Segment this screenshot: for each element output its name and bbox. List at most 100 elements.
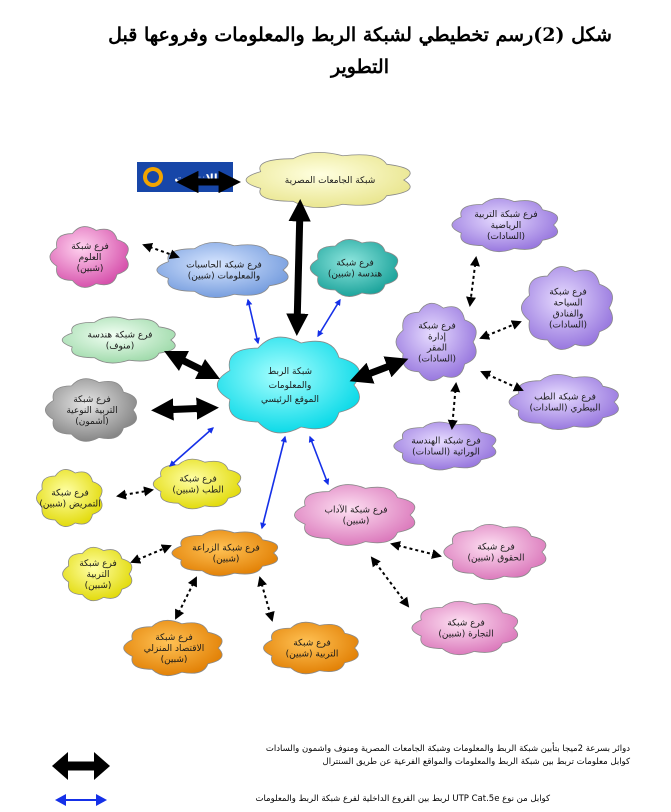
cloud-label: فرع شبكة الطب	[534, 393, 596, 403]
cloud-shape	[263, 621, 359, 675]
cloud-label: البيطري (السادات)	[530, 404, 601, 414]
link-arts-commerce	[370, 556, 410, 608]
cloud-shape	[294, 484, 416, 546]
cloud-label: فرع شبكة	[71, 242, 109, 252]
cloud-label: (شبين)	[77, 264, 104, 274]
cloud-label: (شبين)	[343, 517, 370, 527]
cloud-shape	[123, 619, 223, 677]
cloud-shape	[520, 266, 613, 350]
link-main-menouf	[163, 350, 221, 380]
internet-logo: الانترنت	[137, 162, 233, 192]
cloud-label: والمعلومات	[269, 381, 312, 391]
legend-blue-line: كوابل من نوع UTP Cat.5e لربط بين الفروع …	[255, 794, 550, 804]
link-main-medicine	[169, 427, 214, 467]
cloud-shape	[451, 197, 559, 253]
cloud-label: فرع شبكة	[336, 259, 374, 269]
cloud-label: التجارة (شبين)	[438, 630, 493, 640]
link-arts-law	[390, 541, 442, 559]
cloud-label: (السادات)	[549, 321, 587, 331]
cloud-label: التربية	[87, 570, 110, 580]
cloud-label: فرع شبكة الآداب	[324, 504, 387, 516]
cloud-label: (شبين)	[213, 555, 240, 565]
cloud-label: هندسة (شبين)	[328, 270, 383, 280]
link-agriculture-edu-shebin	[257, 576, 275, 622]
cloud-label: التمريض (شبين)	[39, 500, 100, 510]
cloud-label: والمعلومات (شبين)	[188, 272, 261, 282]
cloud-label: (السادات)	[418, 355, 456, 365]
cloud-label: فرع شبكة	[418, 322, 456, 332]
legend-black-arrow	[52, 752, 110, 780]
cloud-label: فرع شبكة	[79, 559, 117, 569]
link-main-sadat	[349, 356, 409, 384]
cloud-label: فرع شبكة	[549, 288, 587, 298]
cloud-egypt-uni: شبكة الجامعات المصرية	[245, 151, 411, 209]
page-title-line2: التطوير	[331, 56, 389, 78]
cloud-label: فرع شبكة	[73, 395, 111, 405]
cloud-label: فرع شبكة	[477, 543, 515, 553]
cloud-label: الوراثية (السادات)	[412, 448, 480, 458]
link-sadat-genetic	[447, 382, 461, 430]
cloud-label: التربية النوعية	[66, 406, 117, 416]
link-main-egypt-uni	[286, 199, 311, 336]
cloud-shape	[443, 523, 547, 581]
cloud-label: فرع شبكة الحاسبات	[186, 261, 262, 271]
cloud-label: (منوف)	[106, 342, 135, 352]
cloud-eng-menouf: فرع شبكة هندسة(منوف)	[61, 316, 176, 364]
cloud-label: الرياضية	[491, 221, 522, 231]
cloud-label: فرع شبكة	[179, 475, 217, 485]
cloud-label: فرع شبكة الهندسة	[411, 437, 481, 447]
link-main-agriculture	[260, 435, 287, 530]
cloud-label: التربية (شبين)	[286, 650, 339, 660]
cloud-agriculture: فرع شبكة الزراعة(شبين)	[171, 529, 279, 577]
legend-blue-arrow	[55, 794, 107, 806]
cloud-label: شبكة الربط	[268, 367, 312, 377]
cloud-main: شبكة الربط والمعلومات الموقع الرئيسي	[216, 336, 360, 434]
cloud-label: (شبين)	[161, 655, 188, 665]
cloud-shape	[156, 241, 289, 299]
cloud-shape	[171, 529, 279, 577]
link-main-arts	[308, 435, 330, 486]
link-computers-science	[142, 242, 180, 260]
cloud-label: (أشمون)	[75, 415, 109, 427]
cloud-label: فرع شبكة	[447, 619, 485, 629]
cloud-label: والفنادق	[553, 310, 584, 320]
legend	[52, 752, 110, 806]
cloud-arts: فرع شبكة الآداب(شبين)	[294, 484, 416, 546]
link-sadat-tourism	[479, 320, 522, 340]
legend-black-line2: كوابل معلومات تربط بين شبكة الربط والمعل…	[322, 757, 630, 767]
cloud-shape	[61, 316, 176, 364]
cloud-shape	[44, 378, 137, 442]
cloud-label: الموقع الرئيسي	[261, 395, 319, 405]
link-agriculture-home-econ	[175, 576, 197, 620]
link-main-engineering	[317, 298, 341, 338]
link-medicine-nursing	[116, 486, 154, 500]
cloud-shape	[508, 373, 619, 431]
cloud-shape	[395, 302, 477, 382]
cloud-label: إدارة	[428, 333, 446, 343]
cloud-label: (شبين)	[85, 581, 112, 591]
cloud-shape	[245, 151, 411, 209]
link-agriculture-education	[130, 544, 172, 564]
cloud-label: الحقوق (شبين)	[468, 554, 525, 564]
legend-black-line1: دوائر بسرعة 2ميجا بتأبين شبكة الربط والم…	[265, 744, 630, 754]
page-title: شكل (2)رسم تخطيطي لشبكة الربط والمعلومات…	[108, 24, 612, 46]
cloud-shape	[62, 546, 133, 602]
cloud-shape	[393, 421, 497, 471]
link-sadat-vet	[480, 370, 524, 392]
cloud-shape	[411, 600, 519, 656]
cloud-label: فرع شبكة الزراعة	[192, 544, 260, 554]
cloud-label: الطب (شبين)	[172, 486, 223, 496]
cloud-label: فرع شبكة	[293, 639, 331, 649]
